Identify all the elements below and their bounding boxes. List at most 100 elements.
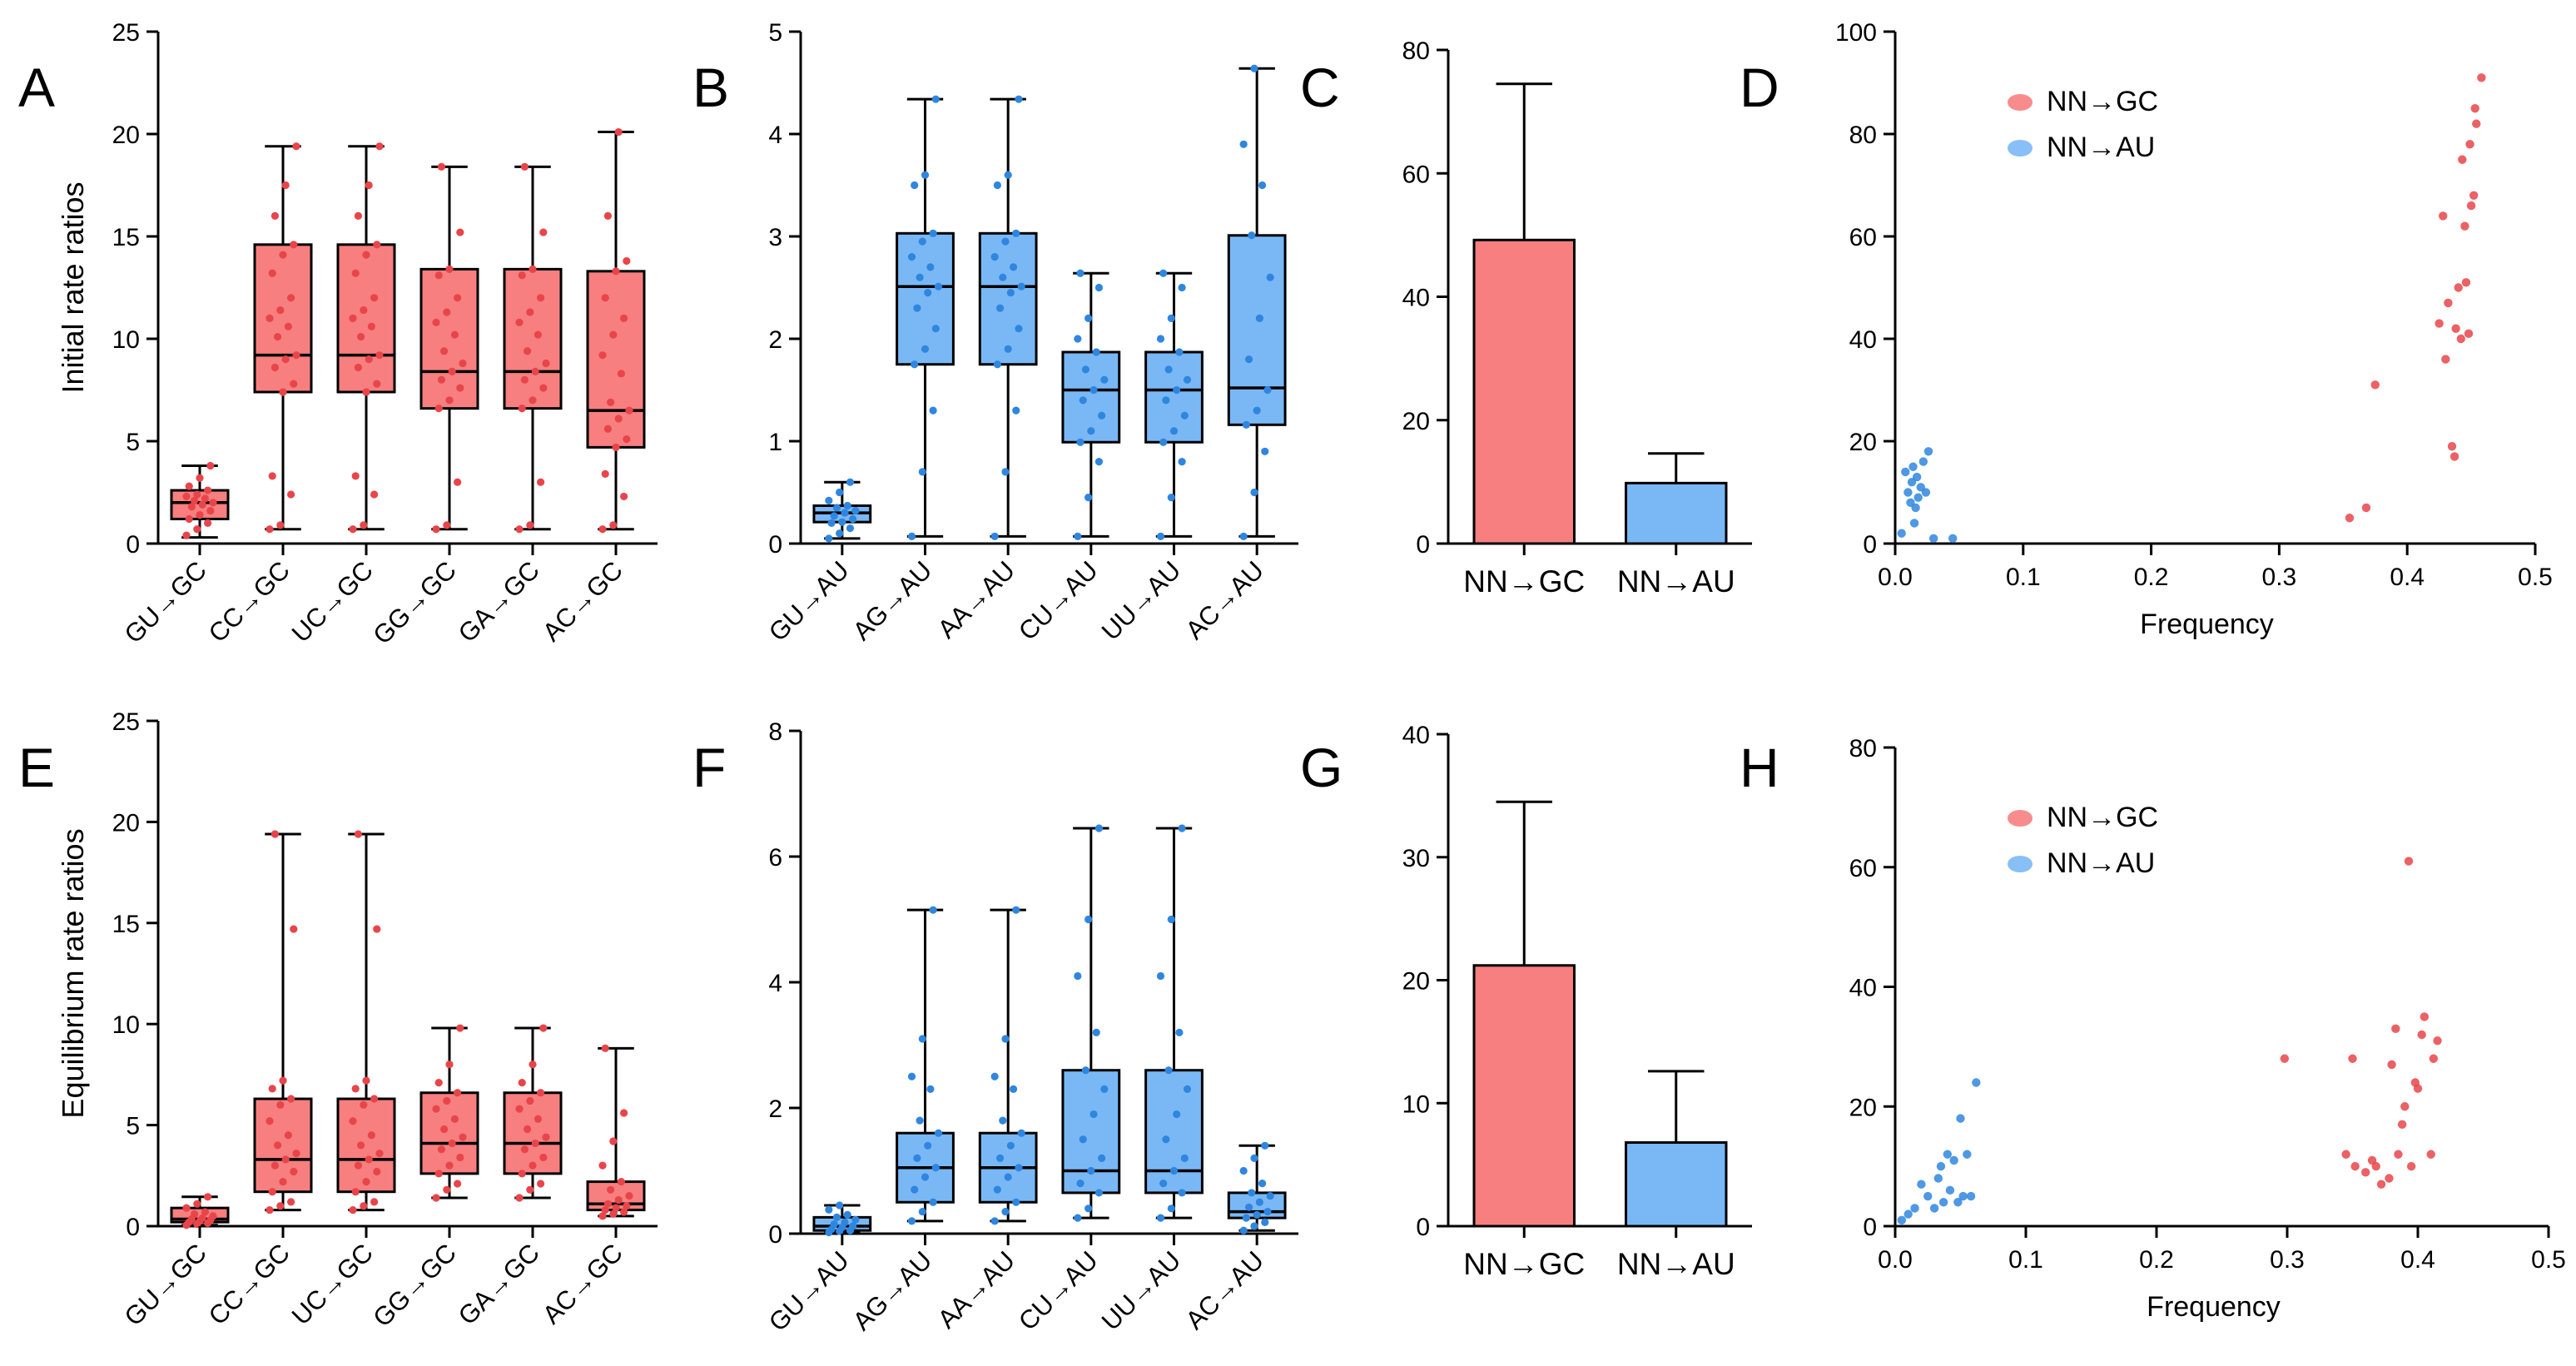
data-point — [193, 1200, 201, 1208]
data-point — [351, 1188, 360, 1196]
x-tick-label: AC→AU — [1180, 1245, 1270, 1335]
scatter-point — [1956, 1114, 1965, 1123]
data-point — [518, 271, 526, 280]
data-point — [1180, 411, 1189, 420]
data-point — [609, 1137, 618, 1145]
scatter-point — [1913, 493, 1923, 502]
scatter-point — [2456, 334, 2465, 344]
data-point — [1167, 1205, 1175, 1213]
data-point — [524, 347, 532, 355]
data-point — [1100, 1085, 1109, 1093]
data-point — [1006, 289, 1015, 297]
data-point — [1015, 325, 1023, 333]
scatter-point — [1958, 1191, 1968, 1201]
data-point — [907, 1217, 916, 1225]
data-point — [456, 1153, 464, 1162]
panel-d: D 0 20 40 60 80 100 0.0 0.1 0.2 0.3 0.4 0.5 Frequency… — [1740, 19, 2553, 640]
data-point — [918, 237, 926, 246]
data-point — [450, 330, 459, 339]
data-point — [206, 507, 215, 515]
y-tick-label: 5 — [126, 429, 140, 456]
data-point — [1248, 231, 1256, 240]
scatter-point — [2417, 1030, 2426, 1040]
y-tick-label: 1 — [768, 429, 782, 456]
data-point — [907, 532, 916, 540]
data-point — [993, 360, 1001, 369]
panel-letter: B — [692, 57, 729, 118]
data-point — [825, 496, 833, 504]
data-point — [851, 507, 860, 515]
data-point — [1266, 1192, 1274, 1200]
data-point — [620, 492, 628, 501]
scatter-point — [1909, 519, 1919, 528]
data-point — [911, 1185, 919, 1194]
scatter-point — [1923, 1191, 1933, 1201]
data-point — [830, 1220, 838, 1229]
data-point — [365, 355, 373, 364]
data-point — [375, 351, 384, 360]
legend-swatch — [2008, 810, 2033, 827]
scatter-point — [2391, 1024, 2400, 1034]
data-point — [1094, 824, 1104, 832]
data-point — [924, 289, 932, 297]
data-point — [614, 127, 623, 137]
y-axis-title: Equilibrium rate ratios — [56, 828, 90, 1118]
x-tick-label: NN→AU — [1617, 564, 1735, 599]
data-point — [995, 1154, 1005, 1162]
data-point — [292, 1149, 300, 1158]
data-point — [287, 1095, 295, 1103]
y-tick-label: 80 — [1849, 735, 1877, 762]
data-point — [990, 532, 999, 540]
data-point — [279, 1177, 287, 1186]
data-point — [1156, 971, 1165, 981]
x-axis-title: Frequency — [2140, 608, 2274, 640]
data-point — [443, 521, 451, 529]
panel-a: A 0 5 10 15 20 25 Initial rate ratios GU→GCCC→GC… — [18, 19, 658, 650]
y-tick-label: 60 — [1849, 224, 1877, 251]
data-point — [843, 1210, 851, 1219]
y-tick-label: 15 — [112, 911, 140, 938]
data-point — [1242, 420, 1250, 429]
data-point — [1076, 1180, 1085, 1188]
data-point — [287, 1198, 295, 1206]
scatter-point — [1918, 457, 1928, 466]
data-point — [1015, 95, 1023, 103]
scatter-point — [1966, 1191, 1976, 1201]
y-tick-label: 0 — [768, 531, 782, 559]
panel-letter: G — [1300, 737, 1343, 798]
data-point — [362, 388, 370, 396]
box-iqr — [419, 1091, 479, 1175]
x-tick-label: UC→GC — [286, 555, 379, 648]
data-point — [1001, 237, 1010, 246]
data-point — [357, 332, 365, 341]
panel-letter: E — [18, 737, 55, 798]
data-point — [349, 314, 357, 322]
data-point — [1250, 488, 1258, 497]
data-point — [198, 1214, 206, 1222]
scatter-point — [1903, 1210, 1913, 1219]
legend-swatch — [2008, 140, 2033, 156]
data-point — [373, 380, 381, 388]
data-point — [367, 1131, 375, 1140]
scatter-point — [2441, 355, 2450, 364]
data-point — [1092, 348, 1100, 356]
scatter-point — [1933, 1174, 1943, 1183]
data-point — [201, 494, 209, 503]
data-point — [926, 1085, 935, 1093]
data-point — [539, 384, 548, 392]
box-iqr — [503, 1091, 563, 1175]
data-point — [1178, 283, 1186, 292]
box-iqr — [336, 243, 396, 394]
data-point — [370, 490, 379, 499]
data-point — [448, 1139, 456, 1148]
data-point — [375, 142, 384, 151]
data-point — [1175, 1028, 1184, 1036]
data-point — [1183, 1085, 1192, 1093]
data-point — [830, 512, 838, 520]
y-tick-label: 20 — [112, 809, 140, 837]
data-point — [526, 521, 534, 529]
data-point — [1012, 406, 1020, 415]
legend-swatch — [2008, 856, 2033, 872]
data-point — [454, 478, 462, 486]
